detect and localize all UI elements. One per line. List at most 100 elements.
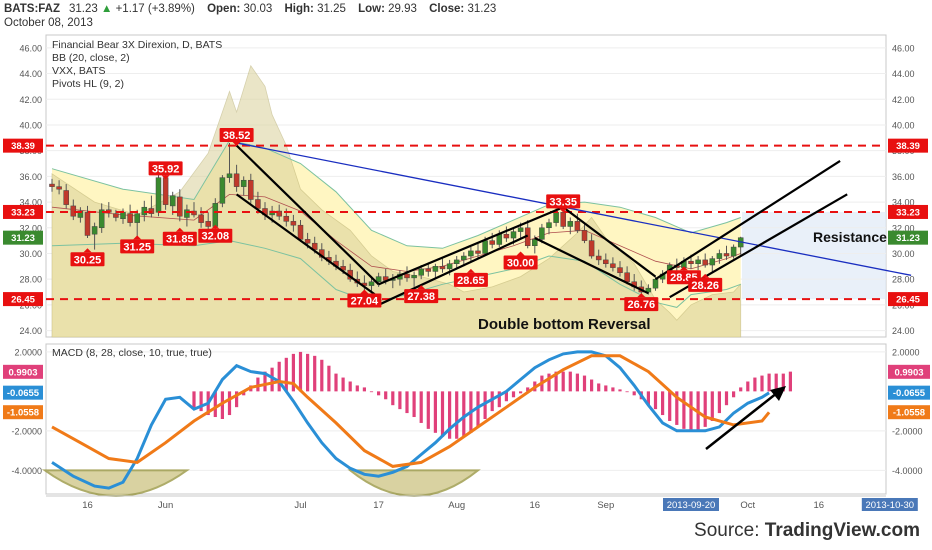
candle-body [489,240,495,245]
candle-body [567,221,574,227]
annotation-resistance: Resistance [813,229,887,245]
pivot-label: 31.25 [120,235,155,254]
histogram-bar [284,357,288,392]
histogram-bar [554,371,558,392]
pivot-label-text: 27.04 [351,296,379,308]
candle [162,175,169,210]
histogram-bar [668,391,672,421]
pivot-label-box [347,293,382,308]
x-tick-label: 16 [814,500,825,511]
candle-body [688,260,694,264]
histogram-bar [732,391,736,398]
source-prefix: Source: [694,520,765,541]
candle [439,258,446,273]
histogram-bar [632,391,636,396]
candle-body [297,224,304,240]
pivot-label-pointer [637,293,646,298]
histogram-bar [483,391,487,419]
histogram-bar [263,371,267,392]
histogram-bar [788,371,792,392]
candle-body [113,213,119,218]
symbol[interactable]: BATS:FAZ [4,3,61,15]
y-tick-label-right: 40.00 [892,120,915,130]
pivot-label: 30.25 [70,248,105,267]
histogram-bar [597,383,601,392]
x-tick-label: Sep [597,500,614,511]
price-tag-left-text: 26.45 [11,295,35,306]
candle [723,245,730,260]
pivot-label-pointer [175,227,184,232]
candle-body [404,273,410,279]
histogram-bar [724,391,729,406]
macd-value-tag-left-text: 0.9903 [8,367,37,378]
pivot-label-pointer [360,289,369,294]
tradingview-brand[interactable]: TradingView.com [764,520,920,541]
pivot-label-pointer [133,235,142,240]
candle-body [375,276,382,282]
histogram-bar [568,371,572,392]
candle [98,203,105,233]
up-triangle-icon: ▲ [101,3,113,15]
candle [127,204,133,227]
chart-header: BATS:FAZ 31.23 ▲ +1.17 (+3.89%) Open: 30.… [4,2,496,30]
histogram-bar [504,391,508,402]
candle-body [304,239,311,244]
candle-body [49,183,55,187]
candle-body [255,199,261,209]
histogram-bar [653,391,658,410]
candle-body [418,268,424,276]
histogram-bar [220,391,224,419]
histogram-bar [398,391,402,410]
histogram-bar [476,391,480,427]
price-tag-right-text: 26.45 [896,295,920,306]
pivot-label-text: 35.92 [152,163,180,175]
candle [198,207,204,228]
pivot-label-box [219,127,254,142]
pivot-label-pointer [701,273,710,278]
candle-body [709,258,716,266]
candle [248,173,254,204]
macd-tick-right: -2.0000 [892,426,923,436]
histogram-bar [511,391,516,398]
pivot-label: 28.65 [453,268,488,287]
histogram-bar [235,391,239,408]
pivot-label-box [148,161,183,176]
candle-body [730,246,737,257]
x-highlight-label: 2013-10-30 [865,500,914,511]
candle [716,249,723,264]
macd-value-tag-right-text: 0.9903 [894,367,923,378]
pivot-label-text: 26.76 [628,299,656,311]
close-value: 31.23 [467,3,497,15]
histogram-bar [462,391,466,437]
macd-value-tag-left-text: -0.0655 [7,388,40,399]
y-tick-label-right: 32.00 [892,223,915,233]
histogram-bar [192,391,196,410]
y-tick-label-right: 24.00 [892,326,915,336]
candle [276,204,282,221]
candle-body [539,227,545,240]
candle-body [425,268,432,272]
macd-value-tag-left [3,405,43,420]
histogram-bar [242,391,246,396]
candle [219,175,226,208]
y-tick-label-right: 42.00 [892,95,915,105]
candle-body [184,209,190,218]
histogram-bar [362,387,366,392]
legend-entry: Pivots HL (9, 2) [52,78,124,90]
price-tag-left [3,138,43,153]
pivot-label-text: 31.85 [166,234,194,246]
histogram-bar [369,391,374,393]
candle-body [283,215,290,222]
histogram-bar [710,391,714,421]
macd-value-tag-right-text: -1.0558 [893,408,925,419]
macd-tick-right: -4.0000 [892,466,923,476]
macd-line [51,350,770,490]
candle-body [723,253,730,257]
footer: Source: TradingView.com [40,514,932,550]
pivot-label: 27.04 [347,289,382,308]
price-tag-right [888,204,928,219]
price-tag-right-text: 38.39 [896,141,920,152]
macd-value-tag-right [888,364,930,379]
candle-body [290,221,297,226]
